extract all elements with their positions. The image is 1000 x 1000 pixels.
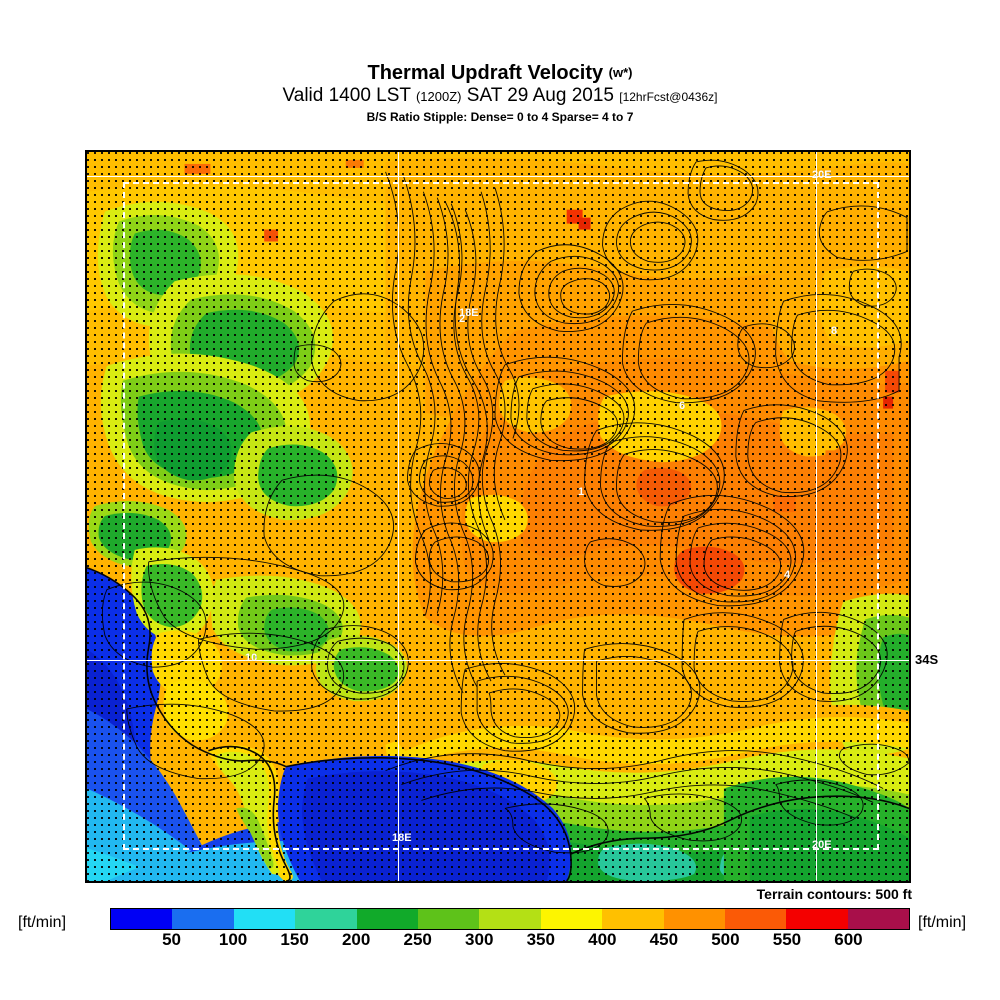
colorbar[interactable] [110,908,910,930]
colorbar-segment [540,909,603,929]
colorbar-segment [111,909,173,929]
colorbar-tick: 400 [588,930,617,949]
valid-zulu: (1200Z) [415,89,462,104]
colorbar-units-left: [ft/min] [18,914,67,931]
colorbar-segment [663,909,725,929]
colorbar-segment [724,909,787,929]
page-title: Thermal Updraft Velocity (w*) [0,62,1000,84]
valid-prefix: Valid 1400 LST [282,85,411,106]
map-canvas [87,152,909,881]
colorbar-segment [172,909,234,929]
colorbar-segment [786,909,848,929]
colorbar-segment [847,909,910,929]
colorbar-segment [356,909,418,929]
colorbar-segment [417,909,480,929]
latitude-label-34s: 34S [915,652,939,667]
colorbar-tick-labels: 50 100 150 200 250 300 350 400 450 500 550 600 [110,930,910,954]
colorbar-tick: 100 [218,930,248,949]
colorbar-tick: 200 [341,930,371,949]
colorbar-tick: 550 [772,930,802,949]
colorbar-segment [295,909,357,929]
colorbar-tick: 450 [649,930,679,949]
graticule-lat-line [87,660,909,661]
terrain-contour-note: Terrain contours: 500 ft [756,886,912,902]
graticule-lon-line [816,152,817,881]
colorbar-tick: 600 [834,930,863,949]
valid-date: SAT 29 Aug 2015 [466,85,614,106]
title-wstar: (w*) [608,65,633,80]
colorbar-segment [233,909,296,929]
colorbar-tick: 500 [711,930,740,949]
title-main: Thermal Updraft Velocity [367,62,604,84]
colorbar-tick: 300 [465,930,494,949]
colorbar-tick: 250 [403,930,432,949]
map-raster [87,152,909,881]
colorbar-units-right: [ft/min] [918,914,967,931]
colorbar-segment [479,909,541,929]
colorbar-tick: 50 [162,930,181,949]
colorbar-segment [602,909,664,929]
forecast-tag: [12hrFcst@0436z] [619,90,718,104]
forecast-map[interactable]: 18E 20E 18E 20E 2 8 6 1 4 10 [85,150,911,883]
colorbar-tick: 150 [280,930,309,949]
colorbar-tick: 350 [526,930,555,949]
graticule-lat-line [87,176,909,177]
valid-time-line: Valid 1400 LST (1200Z) SAT 29 Aug 2015 [… [0,85,1000,108]
stipple-note: B/S Ratio Stipple: Dense= 0 to 4 Sparse=… [366,110,634,124]
graticule-lon-line [398,152,399,881]
title-block: Thermal Updraft Velocity (w*) Valid 1400… [0,62,1000,124]
